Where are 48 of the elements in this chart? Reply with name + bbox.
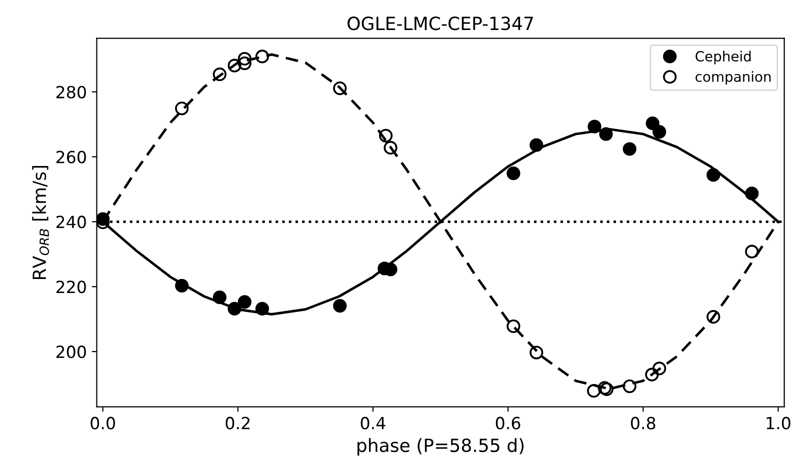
point xyxy=(645,368,659,382)
point xyxy=(706,310,720,324)
point xyxy=(646,116,660,130)
point xyxy=(238,56,252,70)
point xyxy=(384,140,398,155)
point xyxy=(530,138,544,152)
y-tick-label: 280 xyxy=(56,86,86,98)
point xyxy=(333,81,347,96)
x-tick-label: 0.6 xyxy=(496,416,520,430)
x-tick-label: 0.2 xyxy=(226,416,250,430)
point xyxy=(745,186,759,200)
point xyxy=(228,302,242,316)
y-axis-title: RV$_{ORB}$ [km/s] xyxy=(32,166,50,279)
point xyxy=(530,346,544,360)
y-tick-label: 200 xyxy=(56,346,86,358)
x-tick-label: 0.8 xyxy=(630,416,656,430)
point xyxy=(588,120,602,134)
point xyxy=(212,68,226,82)
point xyxy=(333,298,347,313)
point xyxy=(228,58,242,72)
legend-label: companion xyxy=(696,71,771,85)
point xyxy=(587,384,601,398)
point xyxy=(622,379,636,394)
point xyxy=(175,278,189,292)
point xyxy=(652,362,666,376)
x-tick-label: 0.0 xyxy=(90,416,115,430)
point xyxy=(506,319,520,334)
point xyxy=(255,50,270,64)
point xyxy=(238,295,252,309)
x-tick-label: 0.4 xyxy=(360,416,386,430)
y-tick-label: 220 xyxy=(56,280,86,294)
point xyxy=(745,244,759,258)
point xyxy=(175,102,189,116)
y-tick-label: 240 xyxy=(56,216,86,228)
y-tick-label: 260 xyxy=(56,150,86,164)
x-tick-label: 1.0 xyxy=(766,416,790,430)
point xyxy=(212,290,226,304)
point xyxy=(599,127,613,141)
x-axis-title: phase (P=58.55 d) xyxy=(358,438,524,456)
point xyxy=(706,168,720,182)
legend-label: Cepheid xyxy=(696,50,751,64)
point xyxy=(238,52,252,66)
point xyxy=(506,166,520,180)
point xyxy=(255,302,270,316)
point xyxy=(652,124,666,139)
chart-title: OGLE-LMC-CEP-1347 xyxy=(348,16,533,30)
point xyxy=(379,128,393,142)
point xyxy=(622,142,636,156)
